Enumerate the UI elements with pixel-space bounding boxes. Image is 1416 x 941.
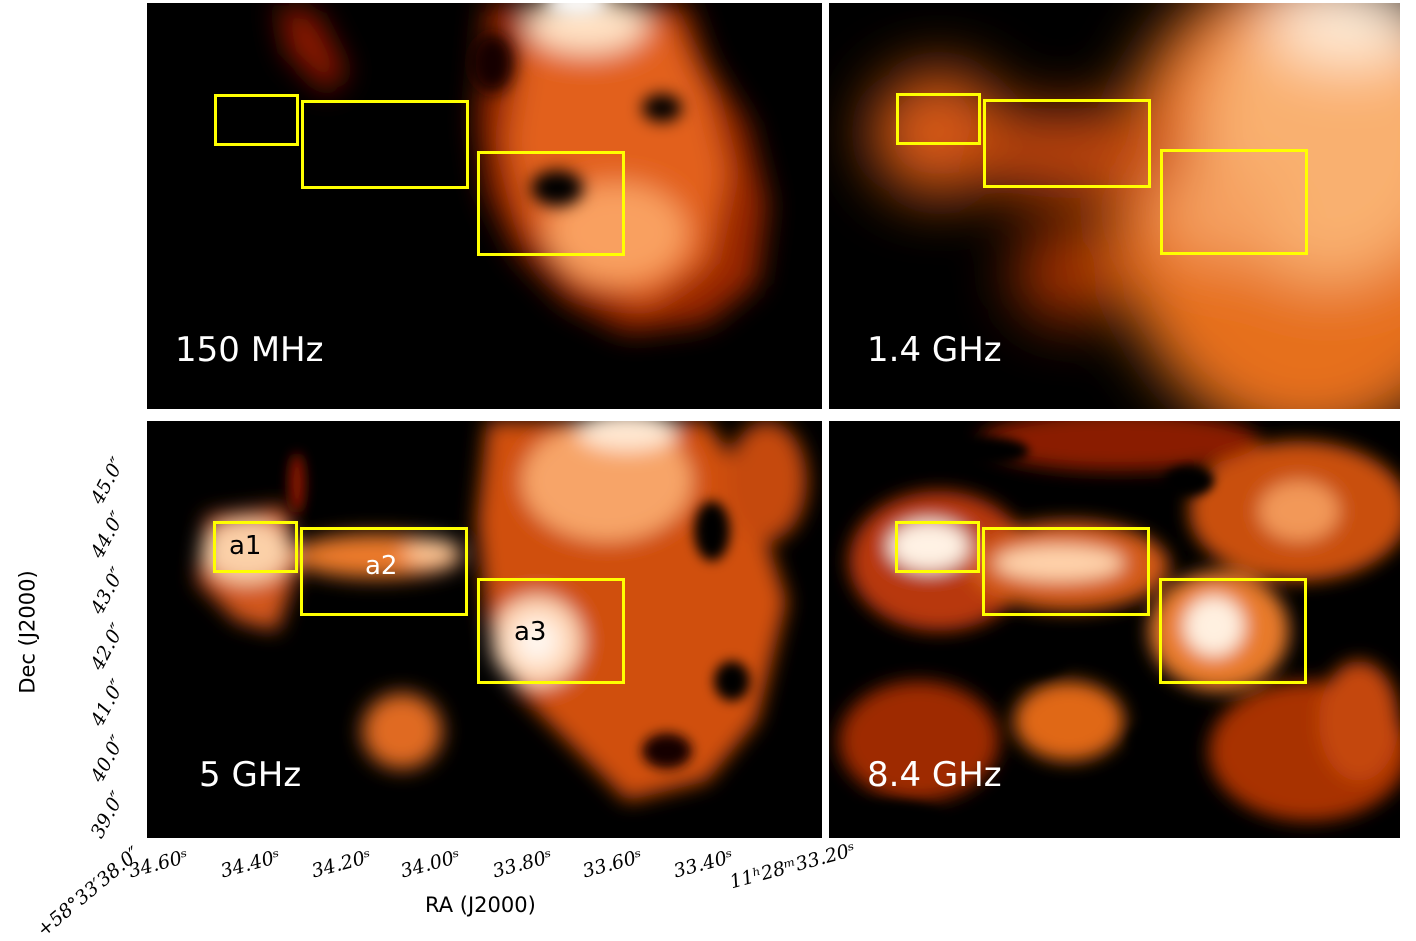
y-tick-label: 42.0″ xyxy=(86,620,129,674)
region-box-a2 xyxy=(982,527,1150,616)
region-box-a3 xyxy=(1160,149,1308,255)
x-tick-label: 33.80ˢ xyxy=(490,846,554,883)
region-box-a1 xyxy=(896,93,981,145)
x-tick-label: 11ʰ28ᵐ33.20ˢ xyxy=(727,839,857,894)
x-tick-label: 34.20ˢ xyxy=(309,846,373,883)
x-axis-title: RA (J2000) xyxy=(425,893,536,917)
frequency-label: 8.4 GHz xyxy=(867,755,1002,795)
x-tick-label: 34.40ˢ xyxy=(218,846,282,883)
region-box-a1 xyxy=(895,521,980,573)
frequency-label: 150 MHz xyxy=(175,330,323,370)
panel-5ghz: a1 a2 a3 5 GHz xyxy=(147,421,822,838)
panel-8p4ghz: 8.4 GHz xyxy=(829,421,1400,838)
y-tick-label: 43.0″ xyxy=(86,564,129,618)
region-box-a2 xyxy=(983,99,1151,188)
region-box-a3 xyxy=(477,578,625,684)
region-box-a2 xyxy=(301,100,469,189)
region-label-a2: a2 xyxy=(365,551,397,581)
x-tick-label: 33.40ˢ xyxy=(671,846,735,883)
frequency-label: 1.4 GHz xyxy=(867,330,1002,370)
region-label-a3: a3 xyxy=(514,617,546,647)
panel-150mhz: 150 MHz xyxy=(147,3,822,409)
region-box-a3 xyxy=(1159,578,1307,684)
y-tick-label: 44.0″ xyxy=(86,508,129,562)
y-tick-label: 41.0″ xyxy=(86,676,129,730)
y-tick-label: +58°33′38.0″ xyxy=(33,843,145,941)
y-axis-title: Dec (J2000) xyxy=(16,570,40,693)
panel-1p4ghz: 1.4 GHz xyxy=(829,3,1400,409)
y-tick-label: 39.0″ xyxy=(86,788,129,842)
x-tick-label: 34.00ˢ xyxy=(398,846,462,883)
region-label-a1: a1 xyxy=(229,531,261,561)
y-tick-label: 40.0″ xyxy=(86,732,129,786)
y-tick-label: 45.0″ xyxy=(86,454,129,508)
frequency-label: 5 GHz xyxy=(199,755,301,795)
region-box-a1 xyxy=(214,94,299,146)
region-box-a3 xyxy=(477,151,625,256)
x-tick-label: 33.60ˢ xyxy=(580,846,644,883)
